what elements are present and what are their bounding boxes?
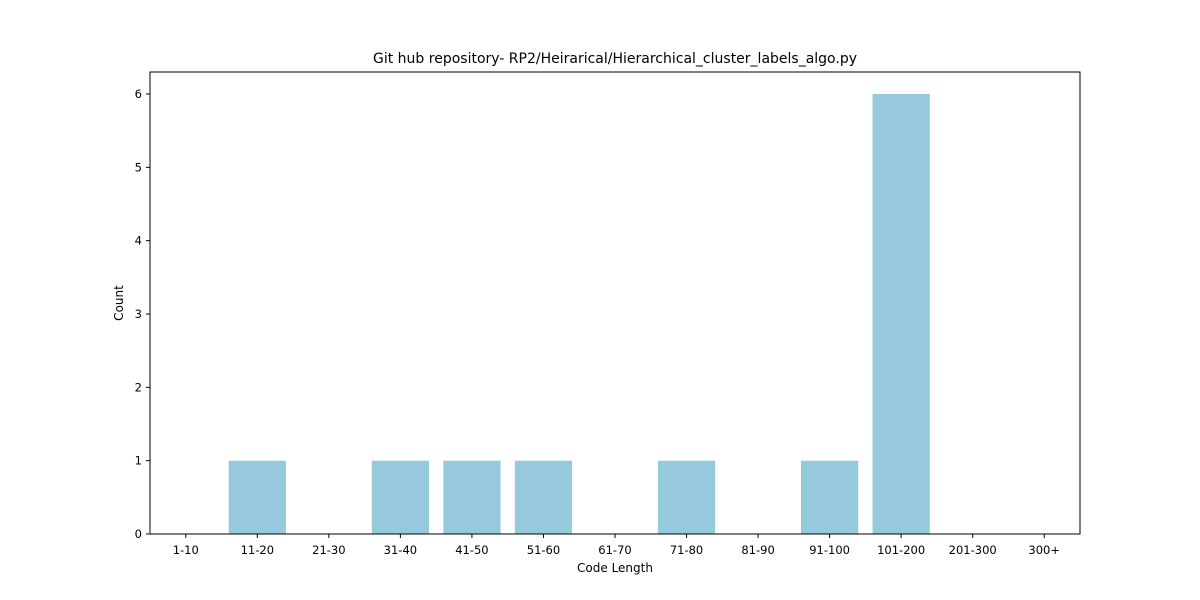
y-tick-label: 1 xyxy=(135,454,142,468)
x-tick-label: 41-50 xyxy=(455,543,488,557)
x-tick-label: 21-30 xyxy=(312,543,345,557)
y-axis: 0 1 2 3 4 5 6 xyxy=(135,87,150,541)
x-tick-label: 51-60 xyxy=(527,543,560,557)
bar-71-80 xyxy=(657,460,716,534)
bar-91-100 xyxy=(801,460,859,534)
bar-31-40 xyxy=(371,460,429,534)
chart-title: Git hub repository- RP2/Heirarical/Hiera… xyxy=(373,51,857,67)
x-tick-label: 11-20 xyxy=(241,543,274,557)
x-axis-label: Code Length xyxy=(577,561,653,575)
bars-group xyxy=(228,94,930,534)
bar-51-60 xyxy=(514,460,573,534)
x-tick-label: 91-100 xyxy=(809,543,850,557)
x-tick-label: 201-300 xyxy=(949,543,997,557)
bar-41-50 xyxy=(443,460,501,534)
x-tick-label: 300+ xyxy=(1028,543,1060,557)
bar-101-200 xyxy=(872,94,930,534)
x-axis: 1-10 11-20 21-30 31-40 41-50 51-60 61-70 71-80 8… xyxy=(173,534,1060,557)
bar-11-20 xyxy=(228,460,286,534)
x-tick-label: 61-70 xyxy=(598,543,631,557)
y-tick-label: 6 xyxy=(135,87,142,101)
y-axis-label: Count xyxy=(112,285,126,321)
y-tick-label: 5 xyxy=(135,160,142,174)
plot-frame xyxy=(149,71,1081,535)
y-tick-label: 2 xyxy=(135,380,142,394)
y-tick-label: 4 xyxy=(135,234,142,248)
x-tick-label: 71-80 xyxy=(670,543,703,557)
x-tick-label: 81-90 xyxy=(741,543,774,557)
x-tick-label: 1-10 xyxy=(173,543,199,557)
x-tick-label: 31-40 xyxy=(384,543,417,557)
x-tick-label: 101-200 xyxy=(877,543,925,557)
y-tick-label: 0 xyxy=(135,527,142,541)
y-tick-label: 3 xyxy=(135,307,142,321)
